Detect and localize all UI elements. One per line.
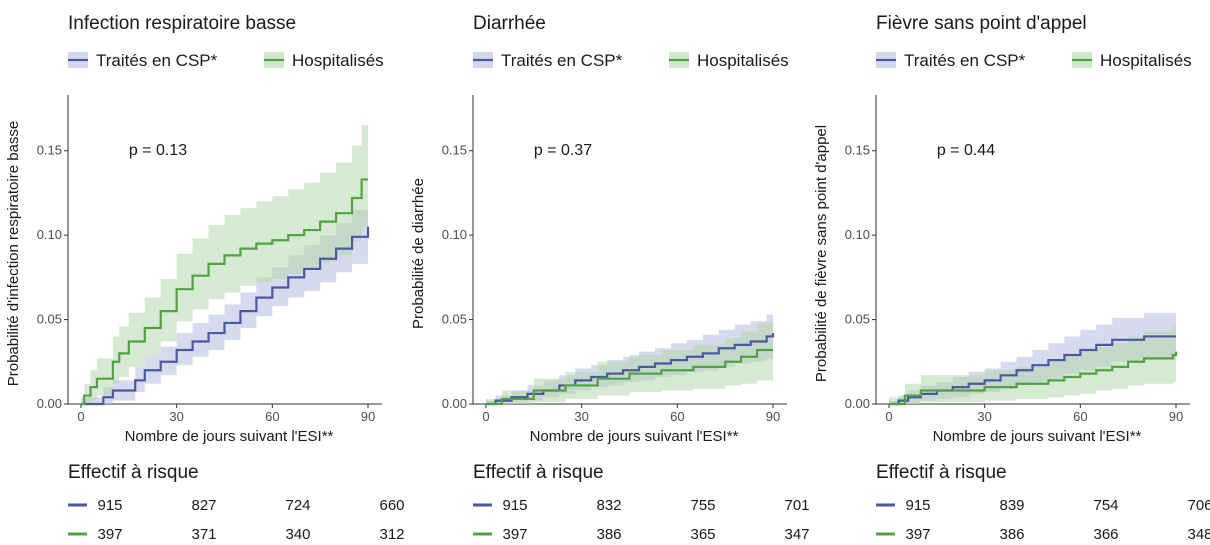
ci-band-2 — [889, 321, 1176, 404]
risk-count: 660 — [379, 497, 404, 514]
legend-item-1: Traités en CSP* — [473, 51, 623, 70]
y-tick-label: 0.15 — [442, 143, 467, 158]
y-tick-label: 0.10 — [37, 227, 62, 242]
panel-title: Fièvre sans point d'appel — [876, 13, 1087, 34]
y-tick-label: 0.05 — [442, 312, 467, 327]
risk-count: 839 — [999, 497, 1024, 514]
y-tick-label: 0.00 — [442, 396, 467, 411]
legend-item-1: Traités en CSP* — [68, 51, 218, 70]
y-axis-title: Probabilité d'infection respiratoire bas… — [5, 121, 22, 387]
p-value: p = 0.37 — [534, 142, 592, 159]
x-tick-label: 0 — [77, 409, 84, 424]
risk-count: 724 — [285, 497, 310, 514]
x-tick-label: 30 — [574, 409, 588, 424]
x-tick-label: 60 — [1073, 409, 1087, 424]
series-line-1 — [81, 226, 370, 406]
x-tick-label: 90 — [766, 409, 780, 424]
legend-item-2: Hospitalisés — [1072, 51, 1192, 70]
x-axis-title: Nombre de jours suivant l'ESI** — [125, 428, 334, 445]
risk-count: 371 — [191, 526, 216, 543]
risk-count: 915 — [97, 497, 122, 514]
x-tick-label: 0 — [885, 409, 892, 424]
risk-count: 312 — [379, 526, 404, 543]
y-tick-label: 0.10 — [845, 227, 870, 242]
y-tick-label: 0.05 — [845, 312, 870, 327]
risk-table-title: Effectif à risque — [473, 462, 604, 483]
risk-count: 348 — [1187, 526, 1210, 543]
risk-count: 915 — [502, 497, 527, 514]
x-tick-label: 0 — [482, 409, 489, 424]
legend-label: Hospitalisés — [292, 51, 384, 70]
y-axis-title: Probabilité de fièvre sans point d'appel — [813, 125, 830, 382]
p-value: p = 0.44 — [937, 142, 995, 159]
panel-title: Infection respiratoire basse — [68, 13, 296, 34]
x-tick-label: 30 — [169, 409, 183, 424]
panel-2: Diarrhée Traités en CSP* Hospitalisés 0.00 0… — [410, 13, 810, 543]
panel-title: Diarrhée — [473, 13, 546, 34]
series-line-2 — [889, 351, 1178, 406]
legend-label: Traités en CSP* — [904, 51, 1026, 70]
risk-count: 827 — [191, 497, 216, 514]
x-axis-title: Nombre de jours suivant l'ESI** — [933, 428, 1142, 445]
x-tick-label: 90 — [361, 409, 375, 424]
y-tick-label: 0.15 — [37, 143, 62, 158]
legend-label: Hospitalisés — [697, 51, 789, 70]
x-tick-label: 60 — [265, 409, 279, 424]
risk-count: 366 — [1093, 526, 1118, 543]
y-tick-label: 0.15 — [845, 143, 870, 158]
risk-count: 755 — [690, 497, 715, 514]
risk-count: 340 — [285, 526, 310, 543]
panel-3: Fièvre sans point d'appel Traités en CSP*… — [813, 13, 1210, 543]
risk-count: 754 — [1093, 497, 1118, 514]
panel-1: Infection respiratoire basse Traités en C… — [5, 13, 405, 543]
y-tick-label: 0.00 — [845, 396, 870, 411]
risk-count: 915 — [905, 497, 930, 514]
ci-band-2 — [486, 322, 773, 404]
risk-count: 706 — [1187, 497, 1210, 514]
risk-count: 701 — [784, 497, 809, 514]
risk-count: 397 — [97, 526, 122, 543]
legend-label: Traités en CSP* — [96, 51, 218, 70]
risk-count: 397 — [905, 526, 930, 543]
series-line-2 — [81, 178, 368, 406]
risk-count: 397 — [502, 526, 527, 543]
y-tick-label: 0.10 — [442, 227, 467, 242]
risk-table-title: Effectif à risque — [876, 462, 1007, 483]
y-tick-label: 0.00 — [37, 396, 62, 411]
series-line-2 — [486, 348, 773, 406]
legend-item-2: Hospitalisés — [264, 51, 384, 70]
risk-table-title: Effectif à risque — [68, 462, 199, 483]
risk-count: 386 — [596, 526, 621, 543]
legend-label: Traités en CSP* — [501, 51, 623, 70]
p-value: p = 0.13 — [129, 142, 187, 159]
risk-count: 386 — [999, 526, 1024, 543]
risk-count: 347 — [784, 526, 809, 543]
risk-count: 365 — [690, 526, 715, 543]
x-tick-label: 60 — [670, 409, 684, 424]
y-axis-title: Probabilité de diarrhée — [410, 178, 427, 329]
legend-item-1: Traités en CSP* — [876, 51, 1026, 70]
y-tick-label: 0.05 — [37, 312, 62, 327]
legend-label: Hospitalisés — [1100, 51, 1192, 70]
x-tick-label: 90 — [1169, 409, 1183, 424]
risk-count: 832 — [596, 497, 621, 514]
x-axis-title: Nombre de jours suivant l'ESI** — [530, 428, 739, 445]
x-tick-label: 30 — [977, 409, 991, 424]
legend-item-2: Hospitalisés — [669, 51, 789, 70]
